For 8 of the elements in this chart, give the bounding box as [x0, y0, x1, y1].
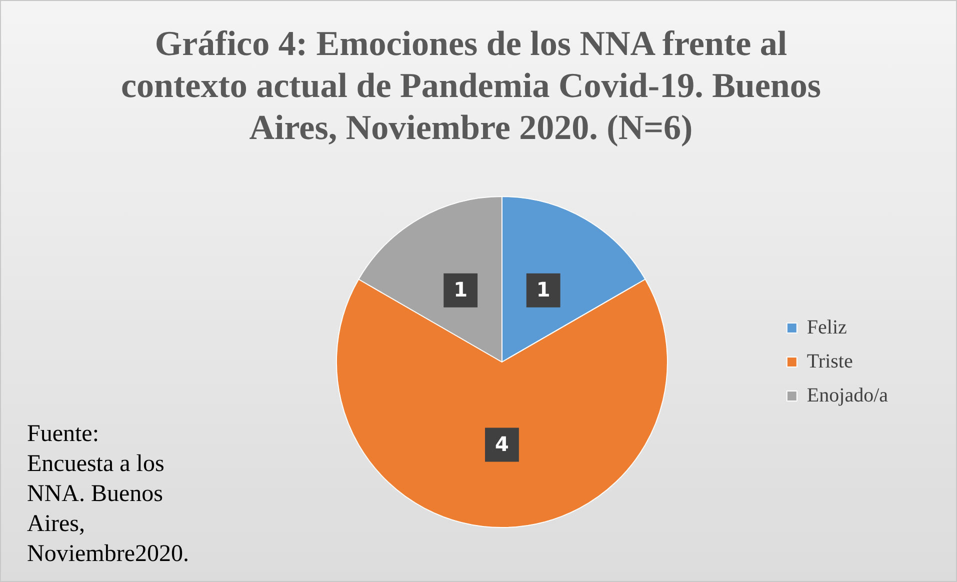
legend-label: Feliz [806, 316, 848, 338]
data-label: 1 [454, 278, 468, 302]
data-label: 1 [536, 278, 550, 302]
source-note: Fuente: Encuesta a los NNA. Buenos Aires, Noviembre2020. [27, 420, 189, 569]
data-label: 4 [494, 432, 509, 456]
legend-label: Enojado/a [806, 384, 888, 406]
legend-label: Triste [806, 350, 853, 372]
chart-title: Gráfico 4: Emociones de los NNA frente al contexto actual de Pandemia Covid-19. Buenos Aires, Noviembre 2020. (N=6) [121, 23, 821, 149]
